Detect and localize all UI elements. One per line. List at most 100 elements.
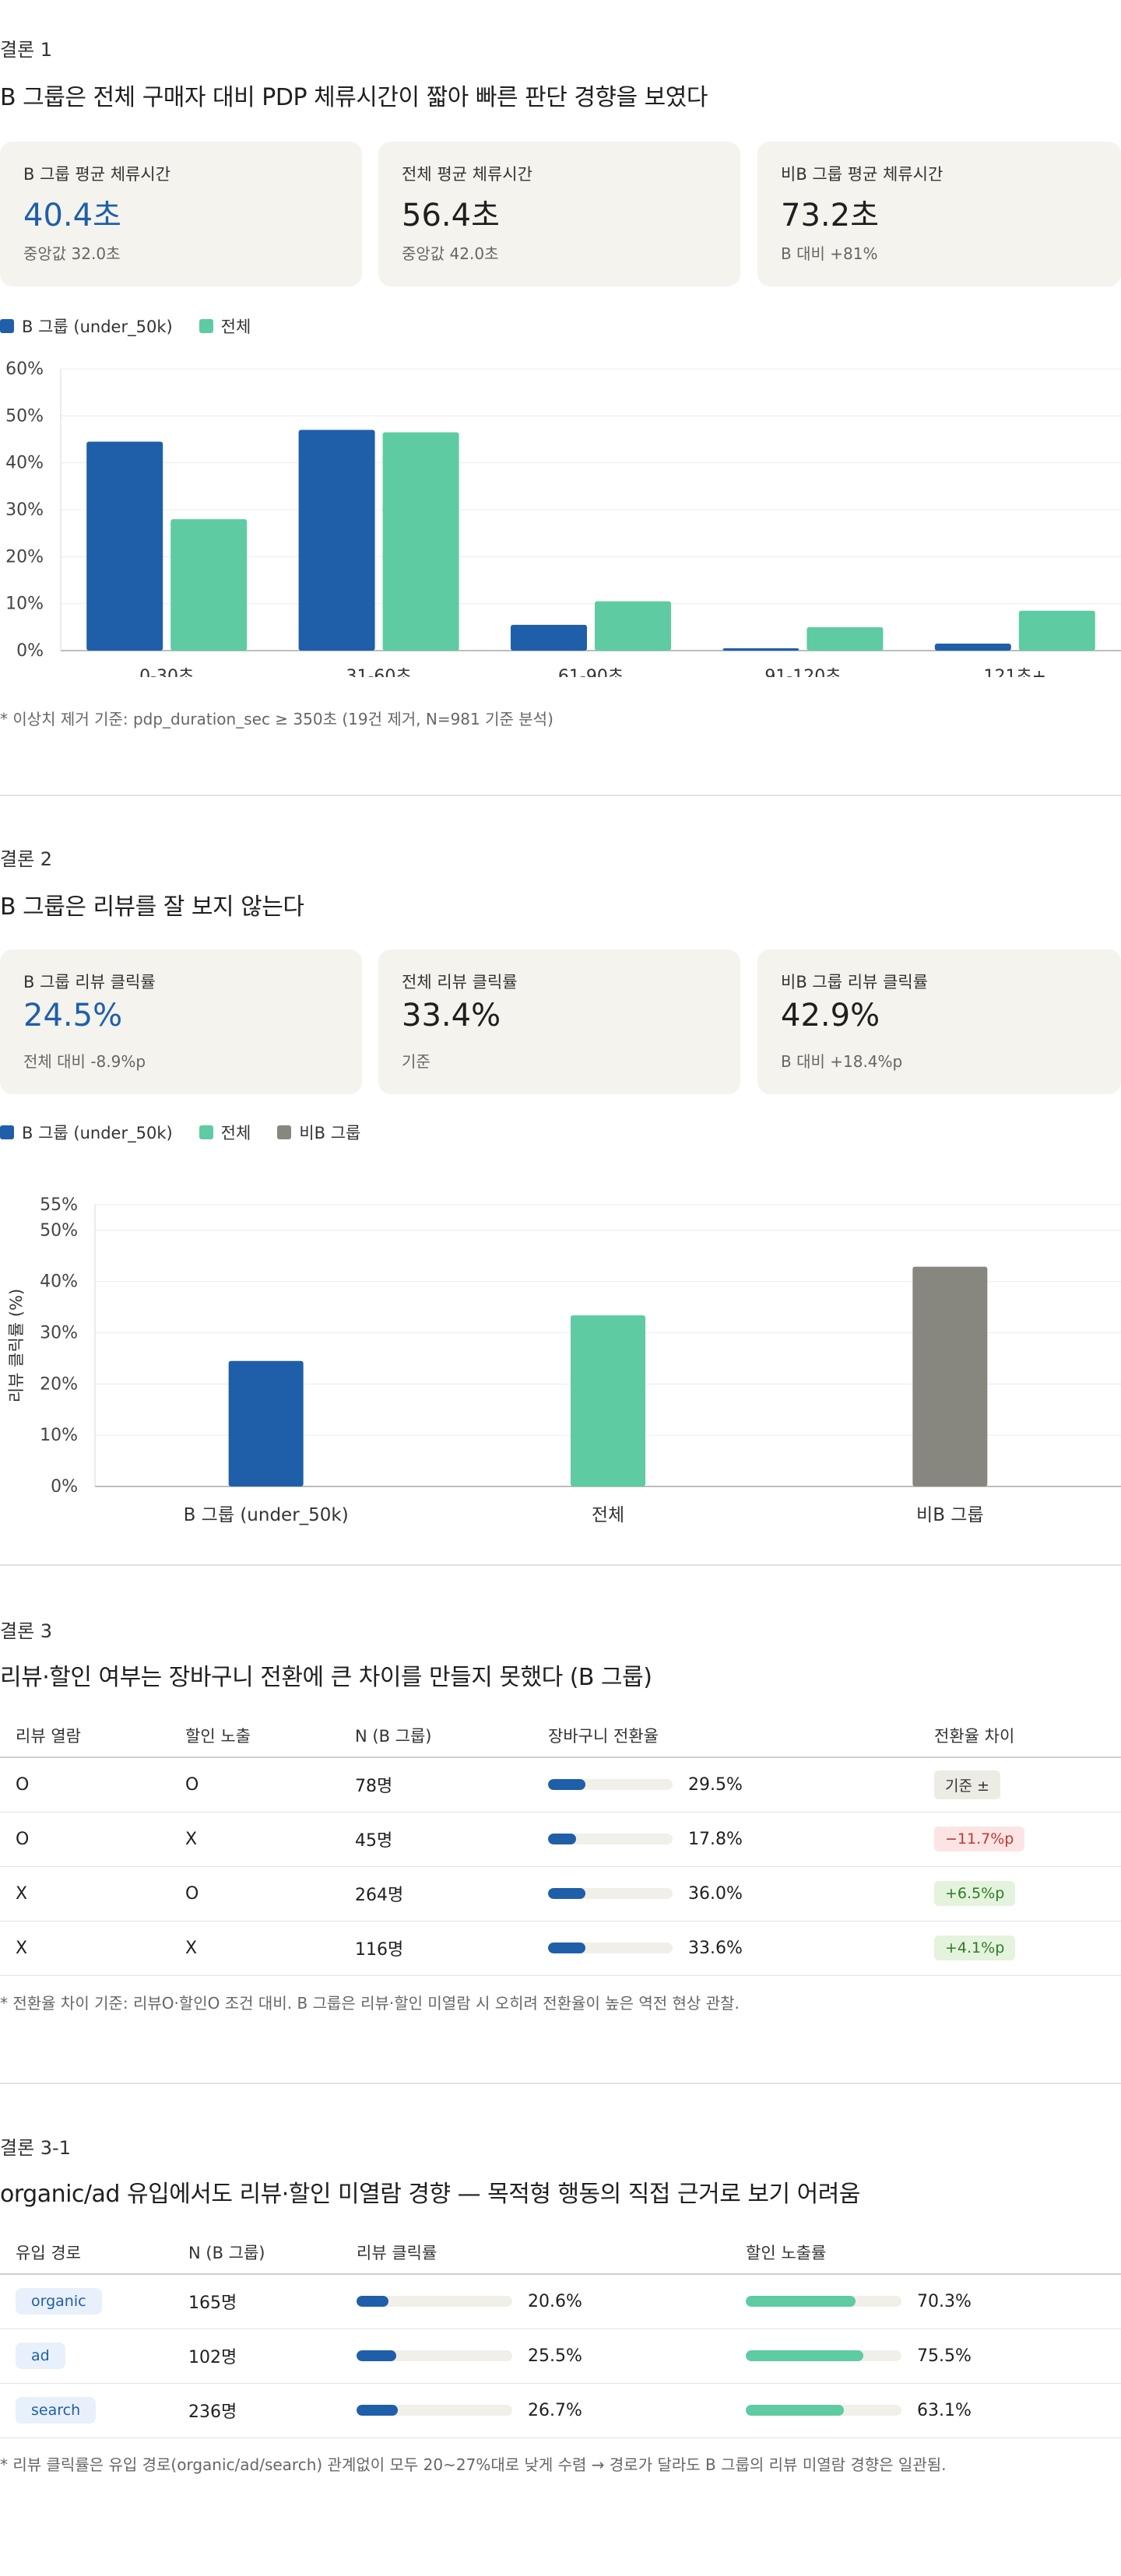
diff-badge: 기준 ± [934, 1770, 1000, 1799]
bar-b-group [86, 441, 163, 651]
column-header: 리뷰 열람 [0, 1714, 170, 1758]
section-eyebrow: 결론 1 [0, 39, 53, 61]
y-tick-label: 0% [51, 1477, 78, 1497]
legend-swatch [0, 1125, 14, 1139]
legend-swatch [0, 319, 14, 333]
stat-card-non-b: 비B 그룹 리뷰 클릭률 42.9% B 대비 +18.4%p [757, 949, 1121, 1094]
cell-n: 165명 [173, 2274, 341, 2329]
rate-value: 29.5% [688, 1774, 743, 1795]
rate-value: 33.6% [688, 1938, 743, 1958]
table-header-row: 리뷰 열람 할인 노출 N (B 그룹) 장바구니 전환율 전환율 차이 [0, 1714, 1121, 1758]
cell-n: 236명 [173, 2383, 341, 2438]
cell-discount-rate: 63.1% [730, 2383, 1121, 2438]
table-row: X X 116명 33.6% +4.1%p [0, 1921, 1121, 1976]
rate-bar: 17.8% [548, 1830, 919, 1849]
bar [571, 1315, 645, 1486]
bar-overall [382, 432, 459, 651]
table-row: search 236명 26.7% 63.1% [0, 2383, 1121, 2438]
bar-b-group [934, 643, 1011, 651]
duration-distribution-chart: 0% 10% 20% 30% 40% 50% 60% 0-30초 31-60초 61-90초 91-… [5, 360, 1121, 677]
discount-bar-fill [746, 2350, 863, 2361]
chart-footnote: * 이상치 제거 기준: pdp_duration_sec ≥ 350초 (19… [0, 710, 553, 728]
y-tick-label: 55% [40, 1195, 78, 1215]
review-bar-fill [357, 2296, 388, 2308]
review-bar-track [357, 2405, 512, 2416]
column-header: N (B 그룹) [173, 2230, 341, 2275]
rate-bar-fill [548, 1779, 585, 1791]
stat-card-value: 56.4초 [402, 198, 500, 233]
cell-diff: +4.1%p [919, 1921, 1121, 1976]
stat-card-sub: 전체 대비 -8.9%p [23, 1052, 146, 1071]
review-bar: 20.6% [357, 2292, 730, 2311]
stat-card-label: 비B 그룹 평균 체류시간 [781, 165, 944, 184]
diff-badge: −11.7%p [934, 1827, 1025, 1851]
review-bar: 26.7% [357, 2401, 730, 2420]
stat-card-b-group: B 그룹 평균 체류시간 40.4초 중앙값 32.0초 [0, 142, 362, 286]
cell-review: X [0, 1921, 170, 1976]
bar-overall [806, 626, 884, 651]
stat-card-label: 전체 리뷰 클릭률 [402, 973, 518, 991]
column-header: N (B 그룹) [339, 1714, 532, 1758]
y-tick-label: 50% [5, 406, 44, 426]
legend-swatch [277, 1125, 292, 1139]
review-bar-fill [357, 2405, 398, 2416]
legend-item-b-group: B 그룹 (under_50k) [0, 1121, 173, 1144]
bar-overall [1018, 610, 1095, 651]
section-divider [0, 1564, 1121, 1566]
section-headline: B 그룹은 전체 구매자 대비 PDP 체류시간이 짧아 빠른 판단 경향을 보… [0, 84, 708, 111]
table-footnote: * 전환율 차이 기준: 리뷰O·할인O 조건 대비. B 그룹은 리뷰·할인 … [0, 1994, 740, 2013]
y-tick-label: 20% [5, 547, 44, 567]
review-rate-value: 20.6% [528, 2291, 582, 2311]
stat-card-value: 42.9% [781, 998, 880, 1034]
cell-discount-rate: 70.3% [730, 2274, 1121, 2329]
review-bar: 25.5% [357, 2346, 730, 2366]
cell-n: 45명 [339, 1812, 532, 1867]
cell-n: 264명 [339, 1866, 532, 1921]
discount-bar-fill [746, 2405, 844, 2416]
rate-bar: 36.0% [548, 1884, 919, 1904]
cell-channel: organic [0, 2274, 173, 2329]
review-rate-value: 25.5% [528, 2346, 582, 2366]
legend-label: B 그룹 (under_50k) [22, 1124, 173, 1142]
chart-legend: B 그룹 (under_50k) 전체 비B 그룹 [0, 1121, 387, 1144]
legend-label: 전체 [220, 1124, 251, 1142]
cell-n: 102명 [173, 2329, 341, 2384]
cell-review-rate: 20.6% [341, 2274, 730, 2329]
cell-rate: 29.5% [532, 1757, 919, 1813]
rate-bar-track [548, 1943, 673, 1953]
x-tick-label: 61-90초 [558, 667, 624, 677]
review-bar-track [357, 2296, 512, 2308]
section-conclusion-2: 결론 2 B 그룹은 리뷰를 잘 보지 않는다 B 그룹 리뷰 클릭률 24.5… [0, 809, 1121, 1572]
column-header: 할인 노출 [170, 1714, 339, 1758]
stat-card-value: 40.4초 [23, 198, 121, 233]
table-footnote: * 리뷰 클릭률은 유입 경로(organic/ad/search) 관계없이 … [0, 2455, 947, 2474]
stat-card-value: 24.5% [23, 998, 123, 1034]
review-rate-value: 26.7% [528, 2400, 582, 2420]
bar [912, 1266, 988, 1486]
legend-item-non-b: 비B 그룹 [277, 1121, 360, 1144]
discount-bar-fill [746, 2296, 856, 2308]
x-tick-label: 전체 [592, 1505, 624, 1525]
rate-bar-fill [548, 1943, 585, 1953]
stat-card-overall: 전체 리뷰 클릭률 33.4% 기준 [378, 949, 740, 1094]
cell-discount: X [170, 1921, 339, 1976]
stat-card-b-group: B 그룹 리뷰 클릭률 24.5% 전체 대비 -8.9%p [0, 949, 362, 1094]
section-conclusion-1: 결론 1 B 그룹은 전체 구매자 대비 PDP 체류시간이 짧아 빠른 판단 … [0, 0, 1121, 778]
rate-value: 36.0% [688, 1883, 743, 1904]
cell-review: O [0, 1757, 170, 1813]
column-header: 장바구니 전환율 [532, 1714, 919, 1758]
stat-card-overall: 전체 평균 체류시간 56.4초 중앙값 42.0초 [378, 142, 740, 286]
discount-bar-track [746, 2405, 901, 2416]
x-tick-label: 31-60초 [346, 667, 412, 677]
cell-discount-rate: 75.5% [730, 2329, 1121, 2384]
stat-card-sub: B 대비 +81% [781, 244, 878, 263]
bar-b-group [722, 648, 799, 651]
cell-rate: 33.6% [532, 1921, 919, 1976]
cell-review: O [0, 1812, 170, 1867]
cell-review: X [0, 1866, 170, 1921]
cell-review-rate: 25.5% [341, 2329, 730, 2384]
channel-chip: organic [16, 2288, 102, 2315]
stat-card-value: 73.2초 [781, 198, 879, 233]
y-tick-label: 0% [16, 641, 44, 661]
